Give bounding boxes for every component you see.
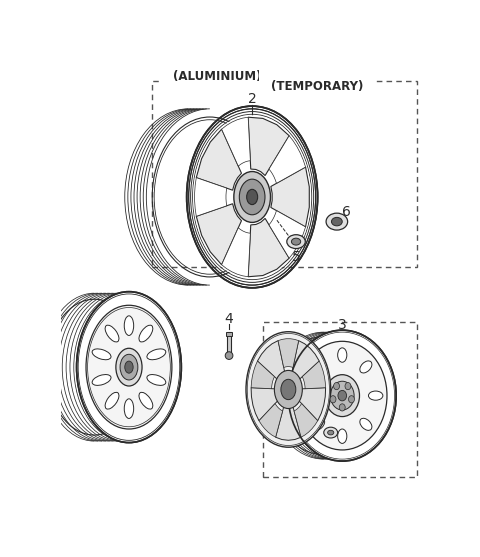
Bar [227,333,231,354]
Ellipse shape [275,370,302,408]
Ellipse shape [246,332,331,447]
Ellipse shape [348,395,354,403]
Ellipse shape [298,341,387,450]
Ellipse shape [125,361,133,373]
Bar [263,323,417,477]
Ellipse shape [330,395,336,403]
Ellipse shape [234,172,271,222]
Ellipse shape [120,354,138,380]
Text: 4: 4 [225,311,233,326]
Ellipse shape [225,351,233,359]
Polygon shape [222,117,251,166]
Text: 5: 5 [340,426,349,439]
Ellipse shape [288,330,396,461]
Text: (ALUMINIUM): (ALUMINIUM) [173,70,261,82]
Ellipse shape [147,374,166,385]
Ellipse shape [360,418,372,431]
Ellipse shape [330,381,354,410]
Text: 5: 5 [292,250,300,264]
Text: (TEMPORARY): (TEMPORARY) [271,80,363,92]
Polygon shape [278,339,299,368]
Ellipse shape [345,383,351,390]
Ellipse shape [139,325,153,342]
Ellipse shape [337,348,347,362]
Polygon shape [269,136,306,183]
Ellipse shape [92,349,111,360]
Polygon shape [248,218,289,277]
Ellipse shape [240,179,265,215]
Ellipse shape [332,217,342,226]
Ellipse shape [105,325,119,342]
Ellipse shape [301,391,316,400]
Text: 1: 1 [94,311,103,326]
Ellipse shape [326,213,348,230]
Polygon shape [259,404,283,437]
Ellipse shape [339,404,345,411]
Ellipse shape [105,392,119,409]
Ellipse shape [92,374,111,385]
Ellipse shape [147,349,166,360]
Ellipse shape [247,189,258,204]
Polygon shape [248,117,289,175]
Bar [152,81,417,267]
Polygon shape [251,361,275,389]
Ellipse shape [338,390,347,401]
Text: 3: 3 [338,318,347,332]
Text: 2: 2 [248,92,256,106]
Polygon shape [269,211,306,258]
Ellipse shape [77,292,181,443]
Ellipse shape [281,379,296,399]
Ellipse shape [193,115,311,278]
Ellipse shape [328,430,334,435]
Ellipse shape [86,305,172,429]
Polygon shape [196,204,241,265]
Polygon shape [276,402,301,440]
Polygon shape [251,388,281,421]
Ellipse shape [116,348,142,386]
Ellipse shape [360,361,372,373]
Polygon shape [291,341,319,382]
Ellipse shape [139,392,153,409]
Polygon shape [294,404,318,437]
Ellipse shape [312,361,324,373]
Polygon shape [296,388,325,421]
Ellipse shape [324,427,337,438]
Polygon shape [257,341,286,382]
Ellipse shape [325,375,360,417]
Text: 6: 6 [342,206,350,219]
Ellipse shape [312,418,324,431]
Ellipse shape [334,383,339,390]
Polygon shape [271,167,309,227]
Ellipse shape [337,429,347,443]
Polygon shape [194,178,227,216]
Polygon shape [196,129,241,190]
Bar [226,333,232,335]
Ellipse shape [287,234,305,248]
Polygon shape [302,361,325,389]
Ellipse shape [369,391,383,400]
Text: 6: 6 [263,340,272,354]
Ellipse shape [124,399,133,418]
Ellipse shape [124,316,133,335]
Polygon shape [222,228,251,277]
Ellipse shape [291,238,300,245]
